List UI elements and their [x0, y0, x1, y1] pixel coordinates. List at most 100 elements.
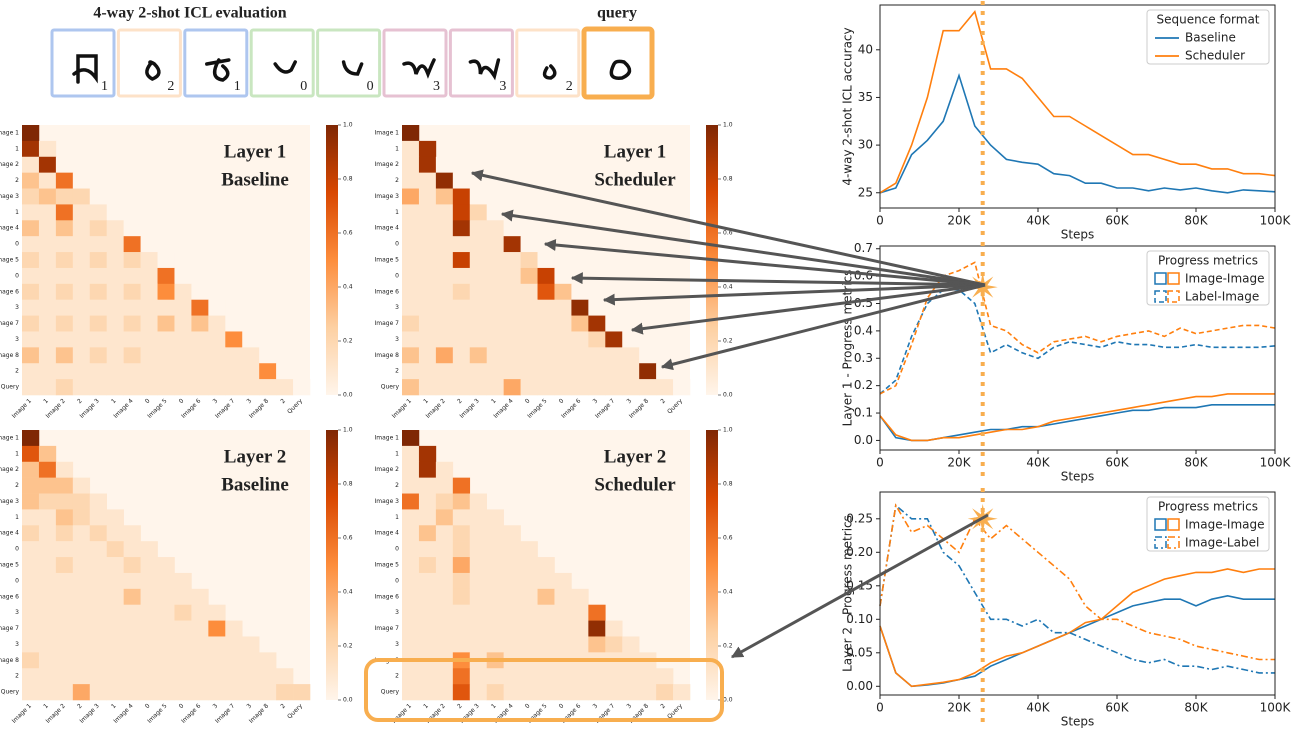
- heat-cell: [72, 668, 91, 685]
- example-box: [316, 28, 382, 98]
- heat-cell: [469, 236, 488, 253]
- heat-cell: [418, 236, 437, 253]
- heat-cell: [38, 652, 57, 669]
- heat-cell: [140, 620, 158, 637]
- heat-cell: [191, 315, 209, 332]
- legend-swatch: [1154, 272, 1167, 285]
- heat-cell: [123, 252, 141, 269]
- row-label: 0: [15, 577, 19, 584]
- heat-cell: [55, 267, 74, 285]
- heat-cell: [157, 557, 175, 574]
- heat-cell: [622, 347, 640, 364]
- legend-swatch: [1167, 290, 1180, 303]
- heat-cell: [89, 588, 108, 606]
- heat-cell: [537, 363, 555, 380]
- heat-cell: [123, 636, 141, 653]
- heat-cell: [38, 668, 57, 685]
- heat-cell: [554, 331, 572, 348]
- heat-cell: [469, 347, 488, 364]
- heat-cell: [174, 620, 192, 637]
- example-label: 1: [101, 79, 108, 94]
- row-label: Image 7: [0, 320, 19, 327]
- heat-cell: [89, 204, 108, 221]
- row-label: Image 4: [374, 225, 399, 232]
- x-tick-label: 40K: [1026, 701, 1050, 715]
- heat-cell: [554, 347, 572, 364]
- heat-cell: [605, 315, 623, 332]
- glyph: [145, 60, 161, 81]
- legend-swatch: [1154, 536, 1167, 549]
- heat-cell: [55, 315, 74, 332]
- heat-cell: [174, 572, 192, 590]
- heat-cell: [225, 620, 243, 637]
- heat-cell: [259, 668, 277, 685]
- heat-cell: [225, 652, 243, 669]
- col-label: 2: [76, 702, 84, 710]
- x-tick-label: 40K: [1026, 456, 1050, 470]
- heat-cell: [72, 588, 91, 606]
- heat-cell: [89, 557, 108, 574]
- heat-cell: [191, 347, 209, 364]
- heat-cell: [276, 684, 294, 701]
- axes-frame: [879, 4, 1276, 209]
- heat-cell: [22, 188, 40, 205]
- colorbar-label: 0.8: [723, 481, 733, 488]
- row-label: 2: [15, 673, 19, 680]
- row-label: 2: [15, 177, 19, 184]
- heat-cell: [469, 541, 488, 558]
- heat-cell: [520, 347, 538, 364]
- heat-cell: [605, 636, 623, 653]
- y-tick-label: 40: [858, 42, 873, 56]
- heat-cell: [571, 668, 589, 685]
- heat-cell: [452, 493, 471, 510]
- heat-cell: [402, 557, 420, 574]
- row-label: Image 8: [374, 352, 399, 359]
- heat-cell: [503, 347, 521, 364]
- heat-cell: [242, 379, 260, 396]
- heat-cell: [72, 557, 91, 574]
- heat-cell: [452, 331, 471, 348]
- example-label: 0: [367, 79, 374, 94]
- heat-cell: [140, 588, 158, 606]
- row-label: Image 7: [0, 625, 19, 632]
- heat-cell: [435, 220, 454, 237]
- heat-cell: [503, 220, 521, 237]
- heat-cell: [537, 315, 555, 332]
- glyph: [402, 58, 436, 79]
- heat-cell: [22, 156, 40, 173]
- heat-cell: [588, 620, 606, 637]
- heat-cell: [55, 668, 74, 685]
- heat-cell: [89, 684, 108, 701]
- heat-cell: [503, 379, 521, 396]
- heat-cell: [55, 461, 74, 478]
- heat-cell: [402, 188, 420, 205]
- heatmap-title: Layer 1: [224, 141, 286, 162]
- heat-cell: [208, 347, 226, 364]
- heat-cell: [293, 684, 311, 701]
- col-label: 3: [246, 397, 254, 405]
- heat-cell: [452, 299, 471, 316]
- heat-cell: [123, 557, 141, 574]
- heat-cell: [157, 588, 175, 606]
- heat-cell: [486, 220, 504, 237]
- heat-cell: [402, 379, 420, 396]
- x-tick-label: 20K: [947, 701, 971, 715]
- heat-cell: [22, 220, 40, 237]
- heat-cell: [469, 493, 488, 510]
- heat-cell: [89, 363, 108, 380]
- heat-cell: [191, 636, 209, 653]
- heat-cell: [72, 283, 91, 301]
- heat-cell: [89, 252, 108, 269]
- heat-cell: [418, 493, 437, 510]
- heat-cell: [38, 347, 57, 364]
- heat-cell: [520, 668, 538, 685]
- heat-cell: [140, 363, 158, 380]
- row-label: Image 6: [374, 593, 399, 600]
- heat-cell: [571, 379, 589, 396]
- heat-cell: [486, 557, 504, 574]
- heat-cell: [554, 636, 572, 653]
- heat-cell: [435, 684, 454, 701]
- heat-cell: [225, 347, 243, 364]
- example-box: [50, 28, 116, 98]
- heat-cell: [571, 363, 589, 380]
